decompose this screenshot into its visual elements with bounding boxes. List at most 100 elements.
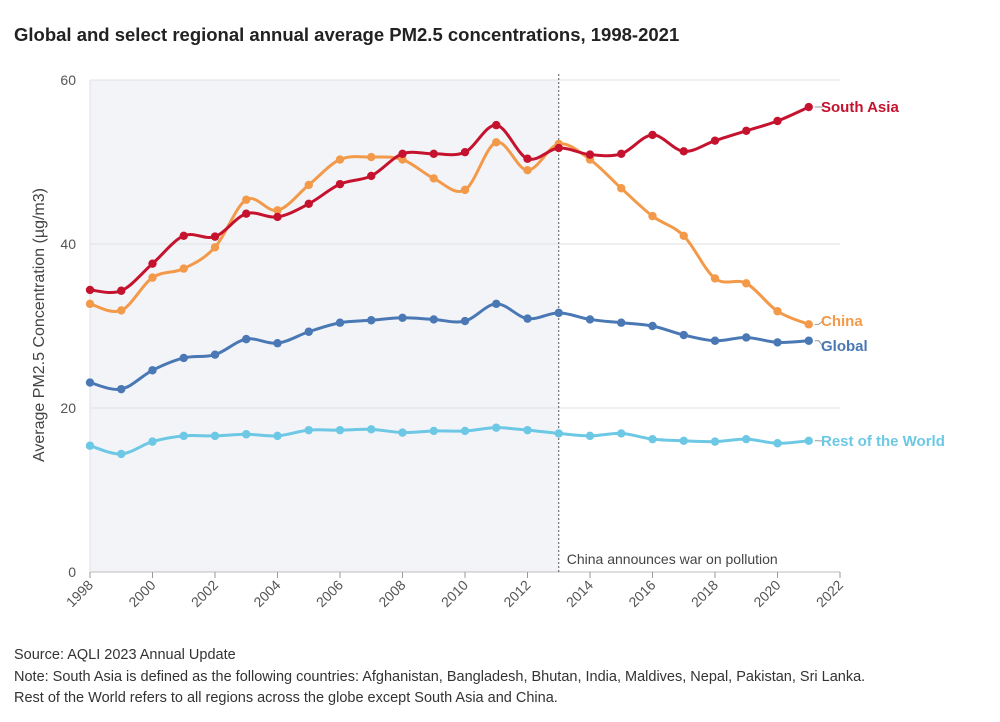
data-point-rest-of-the-world <box>242 430 251 439</box>
data-point-rest-of-the-world <box>492 423 501 432</box>
leader-line-china <box>814 320 824 325</box>
data-point-rest-of-the-world <box>304 425 313 435</box>
data-point-china <box>710 274 720 283</box>
data-point-rest-of-the-world <box>179 431 188 441</box>
data-point-south-asia <box>523 154 532 163</box>
data-point-south-asia <box>804 102 813 112</box>
x-tick-label: 2016 <box>625 577 658 610</box>
data-point-global <box>148 366 157 375</box>
data-point-rest-of-the-world <box>210 431 220 441</box>
x-tick-label: 2012 <box>500 577 533 610</box>
y-tick-label: 20 <box>60 400 76 416</box>
leader-line-global <box>814 340 824 347</box>
y-tick-label: 60 <box>60 72 76 88</box>
data-point-china <box>85 299 95 309</box>
x-tick-label: 2018 <box>688 577 721 610</box>
data-point-south-asia <box>85 285 95 295</box>
data-point-global <box>554 308 563 318</box>
x-tick-label: 2008 <box>375 577 408 610</box>
legend-label-china: China <box>821 313 863 330</box>
data-point-global <box>304 327 313 336</box>
data-point-global <box>273 339 282 348</box>
legend-labels: Rest of the World Global China South Asia <box>814 99 945 450</box>
source-text: Source: AQLI 2023 Annual Update <box>14 647 236 663</box>
data-point-global <box>367 316 376 325</box>
data-point-china <box>648 211 657 221</box>
data-point-china <box>429 174 438 183</box>
data-point-global <box>117 384 126 394</box>
data-point-south-asia <box>679 147 688 156</box>
y-tick-label: 0 <box>68 564 76 580</box>
data-point-china <box>617 184 626 193</box>
data-point-china <box>273 206 282 215</box>
data-point-china <box>367 152 376 162</box>
data-point-global <box>710 336 720 345</box>
x-tick-label: 2000 <box>125 577 158 610</box>
data-point-rest-of-the-world <box>523 425 532 435</box>
data-point-south-asia <box>460 147 470 157</box>
data-point-south-asia <box>179 231 188 240</box>
y-tick-label: 40 <box>60 236 76 252</box>
data-point-south-asia <box>117 286 126 295</box>
data-point-global <box>617 318 626 327</box>
data-point-rest-of-the-world <box>554 429 563 438</box>
data-point-rest-of-the-world <box>804 436 813 445</box>
data-point-china <box>304 180 313 190</box>
data-point-global <box>648 321 657 331</box>
data-point-south-asia <box>398 149 407 158</box>
data-point-global <box>585 315 595 324</box>
data-point-south-asia <box>554 143 563 153</box>
data-point-china <box>804 320 813 329</box>
legend-label-global: Global <box>821 338 868 355</box>
data-point-south-asia <box>148 259 157 268</box>
data-point-china <box>148 273 157 282</box>
data-point-rest-of-the-world <box>117 449 126 459</box>
data-point-rest-of-the-world <box>273 431 282 441</box>
x-tick-label: 2004 <box>250 577 283 610</box>
legend-label-rest-of-the-world: Rest of the World <box>821 433 945 450</box>
data-point-rest-of-the-world <box>367 425 376 434</box>
data-point-global <box>179 353 188 363</box>
data-point-rest-of-the-world <box>648 434 657 444</box>
x-tick-label: 2014 <box>563 577 596 610</box>
axes: 0 20 40 60 1998 2000 2002 2004 2006 2008 2010 2012 2… <box>60 72 846 610</box>
data-point-china <box>117 306 126 315</box>
data-point-global <box>429 315 438 324</box>
data-point-china <box>398 155 407 164</box>
data-point-global <box>804 336 813 345</box>
data-point-global <box>773 338 782 347</box>
x-tick-label: 1998 <box>63 577 96 610</box>
y-axis-label: Average PM2.5 Concentration (µg/m3) <box>31 188 48 462</box>
data-point-rest-of-the-world <box>335 425 345 435</box>
data-point-global <box>242 334 251 344</box>
data-point-rest-of-the-world <box>585 431 595 441</box>
data-point-china <box>242 195 251 204</box>
x-tick-label: 2006 <box>313 577 346 610</box>
data-point-china <box>179 264 188 273</box>
data-point-rest-of-the-world <box>398 428 407 437</box>
x-tick-label: 2020 <box>750 577 783 610</box>
data-point-south-asia <box>335 179 345 189</box>
data-point-south-asia <box>367 171 376 181</box>
data-point-global <box>742 333 751 342</box>
data-point-south-asia <box>492 120 501 130</box>
data-point-china <box>773 307 782 316</box>
data-point-rest-of-the-world <box>148 437 157 446</box>
x-tick-label: 2022 <box>813 577 846 610</box>
data-point-china <box>210 243 220 252</box>
data-point-global <box>492 299 501 309</box>
x-tick-label: 2010 <box>438 577 471 610</box>
chart-title: Global and select regional annual averag… <box>14 24 680 45</box>
data-point-rest-of-the-world <box>460 426 470 436</box>
note-text-2: Rest of the World refers to all regions … <box>14 690 558 706</box>
data-point-china <box>335 155 345 164</box>
x-tick-label: 2002 <box>188 577 221 610</box>
data-point-south-asia <box>273 212 282 222</box>
data-point-rest-of-the-world <box>617 429 626 438</box>
data-point-china <box>679 231 688 240</box>
data-point-south-asia <box>710 136 720 145</box>
data-point-global <box>523 314 532 323</box>
note-text: Note: South Asia is defined as the follo… <box>14 668 866 685</box>
data-point-rest-of-the-world <box>773 439 782 448</box>
data-point-south-asia <box>617 149 626 158</box>
